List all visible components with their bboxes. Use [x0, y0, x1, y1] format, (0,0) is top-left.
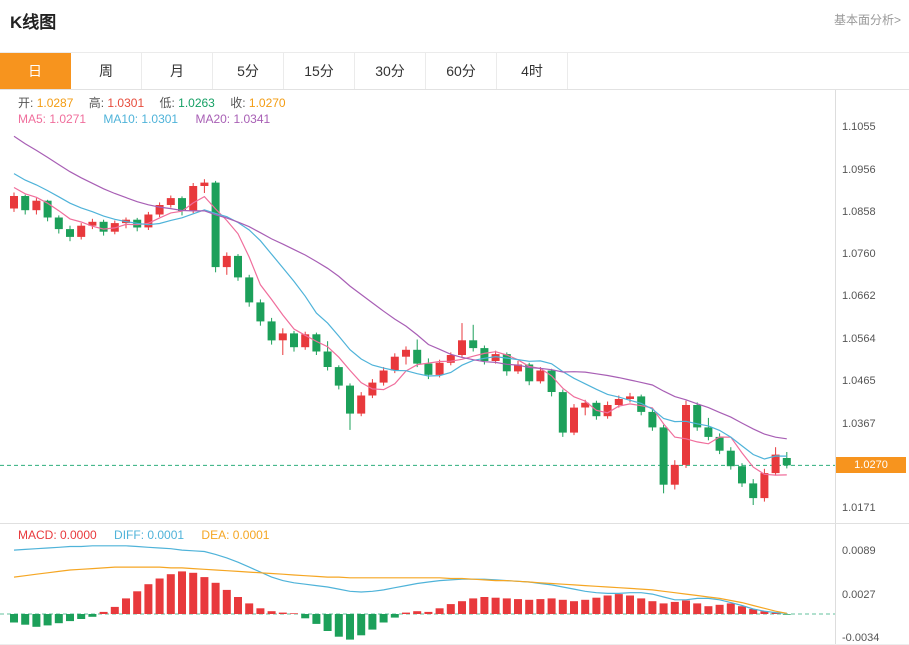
ma10-value: MA10: 1.0301: [103, 112, 179, 126]
macd-readout: MACD: 0.0000 DIFF: 0.0001 DEA: 0.0001: [18, 528, 269, 542]
close-label: 收:: [230, 96, 246, 110]
dea-value: DEA: 0.0001: [201, 528, 270, 542]
page-title: K线图: [10, 13, 57, 32]
tab-4hour[interactable]: 4时: [497, 53, 568, 89]
price-axis-label: 1.1055: [842, 121, 876, 133]
ma-readout: MA5: 1.0271 MA10: 1.0301 MA20: 1.0341: [18, 112, 270, 126]
ma20-value: MA20: 1.0341: [195, 112, 271, 126]
tab-week[interactable]: 周: [71, 53, 142, 89]
open-label: 开:: [18, 96, 34, 110]
tab-month[interactable]: 月: [142, 53, 213, 89]
macd-axis-label: -0.0034: [842, 632, 880, 644]
open-value: 1.0287: [36, 96, 74, 110]
period-tab-bar: 日 周 月 5分 15分 30分 60分 4时: [0, 52, 909, 90]
low-value: 1.0263: [178, 96, 215, 110]
fundamental-analysis-link[interactable]: 基本面分析>: [833, 13, 901, 27]
macd-value: MACD: 0.0000: [18, 528, 97, 542]
high-label: 高:: [88, 96, 105, 110]
tab-60min[interactable]: 60分: [426, 53, 497, 89]
current-price-tag: 1.0270: [836, 457, 906, 473]
price-axis-label: 1.0465: [842, 375, 876, 387]
high-value: 1.0301: [107, 96, 145, 110]
tab-day[interactable]: 日: [0, 53, 71, 89]
low-label: 低:: [159, 96, 175, 110]
tab-30min[interactable]: 30分: [355, 53, 426, 89]
tab-15min[interactable]: 15分: [284, 53, 355, 89]
diff-value: DIFF: 0.0001: [114, 528, 185, 542]
price-axis-label: 1.0367: [842, 418, 876, 430]
price-axis-label: 1.0956: [842, 164, 876, 176]
price-axis-label: 1.0662: [842, 290, 876, 302]
price-axis-label: 1.0760: [842, 248, 876, 260]
price-axis-label: 1.0564: [842, 333, 876, 345]
price-axis-label: 1.0171: [842, 502, 876, 514]
close-value: 1.0270: [248, 96, 286, 110]
macd-axis-label: 0.0089: [842, 545, 876, 557]
price-axis-label: 1.0858: [842, 206, 876, 218]
macd-axis-label: 0.0027: [842, 589, 876, 601]
ma5-value: MA5: 1.0271: [18, 112, 87, 126]
ohlc-readout: 开: 1.0287 高: 1.0301 低: 1.0263 收: 1.0270: [18, 94, 286, 111]
tab-5min[interactable]: 5分: [213, 53, 284, 89]
